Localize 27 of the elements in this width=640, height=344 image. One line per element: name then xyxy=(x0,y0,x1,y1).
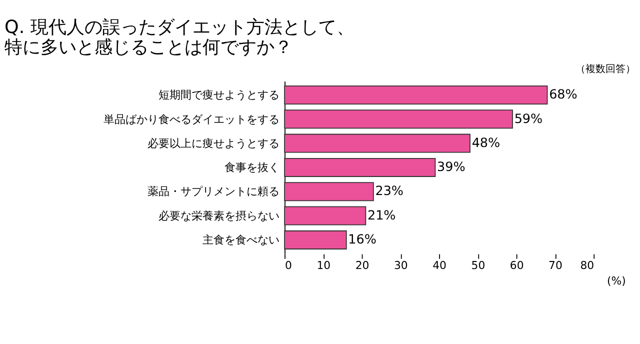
x-tick-label: 0 xyxy=(285,258,292,272)
data-label: 21% xyxy=(368,207,396,222)
text: （複数回答） xyxy=(575,63,636,75)
x-tick-label: 70 xyxy=(548,258,562,272)
data-label: 68% xyxy=(549,86,578,102)
data-label: 16% xyxy=(348,232,376,247)
x-tick-label: 20 xyxy=(355,258,370,272)
data-label: 23% xyxy=(375,183,404,198)
data-label: 59% xyxy=(514,110,543,126)
y-tick-label: 食事を抜く xyxy=(224,161,280,174)
x-axis-title: (%) xyxy=(607,274,626,288)
data-label: 39% xyxy=(437,159,466,174)
data-label: 48% xyxy=(472,134,500,150)
x-tick-label: 30 xyxy=(394,258,408,272)
y-tick-label: 主食を食べない xyxy=(202,234,280,247)
x-tick-label: 60 xyxy=(510,258,524,272)
chart-title: Q. 現代人の誤ったダイエット方法として、 xyxy=(4,16,354,38)
x-tick-label: 10 xyxy=(316,258,331,272)
x-tick-label: 40 xyxy=(432,258,447,272)
y-tick-label: 短期間で痩せようとする xyxy=(158,88,280,102)
y-tick-label: 薬品・サプリメントに頼る xyxy=(148,185,280,198)
y-tick-label: 必要な栄養素を摂らない xyxy=(158,209,280,222)
chart-subtitle: 特に多いと感じることは何ですか？ xyxy=(4,36,293,58)
x-tick-label: 50 xyxy=(471,258,486,272)
y-tick-label: 必要以上に痩せようとする xyxy=(148,136,280,150)
x-tick-label: 80 xyxy=(580,258,594,272)
y-tick-label: 単品ばかり食べるダイエットをする xyxy=(104,112,280,126)
